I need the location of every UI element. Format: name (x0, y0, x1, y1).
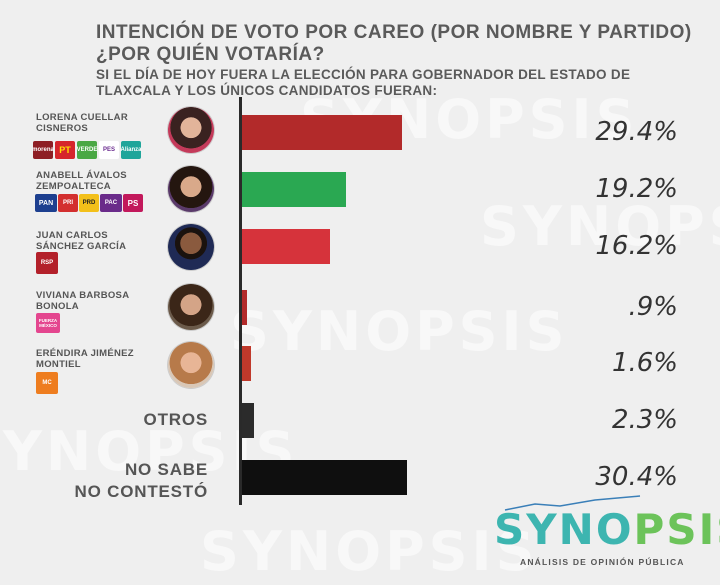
candidate-photo (168, 224, 214, 270)
bar (242, 172, 347, 207)
chart-question: ¿POR QUIÉN VOTARÍA? (96, 44, 325, 65)
party-logo-pes: PES (99, 141, 119, 159)
brand-tagline: ANÁLISIS DE OPINIÓN PÚBLICA (520, 557, 685, 567)
candidate-name: LORENA CUELLAR CISNEROS (36, 112, 128, 134)
category-label-line: NO CONTESTÓ (74, 482, 208, 501)
bar (242, 290, 247, 325)
party-logo-verde: VERDE (77, 141, 97, 159)
party-logo-mc: MC (36, 372, 58, 394)
bar (242, 403, 255, 438)
candidate-photo (168, 166, 214, 212)
party-logo-prd: PRD (79, 194, 99, 212)
chart-subtitle: SI EL DÍA DE HOY FUERA LA ELECCIÓN PARA … (96, 67, 631, 98)
candidate-name: ERÉNDIRA JIMÉNEZ MONTIEL (36, 348, 134, 370)
value-label: 2.3% (611, 405, 678, 435)
bar (242, 346, 251, 381)
candidate-name: JUAN CARLOS SÁNCHEZ GARCÍA (36, 230, 127, 252)
party-logo-pri: PRI (58, 194, 78, 212)
candidate-photo (168, 107, 214, 153)
bar (242, 115, 402, 150)
candidate-name: ANABELL ÁVALOS ZEMPOALTECA (36, 170, 127, 192)
candidate-photo (168, 342, 214, 388)
brand-logo: SYNOPSIS (494, 505, 720, 554)
party-logo-pt: PT (55, 141, 75, 159)
party-logo-morena: morena (32, 141, 54, 159)
value-label: 30.4% (595, 462, 678, 492)
candidate-name: VIVIANA BARBOSA BONOLA (36, 290, 129, 312)
bar (242, 460, 407, 495)
watermark: SYNOPSIS (230, 300, 569, 363)
party-logo-fuerza-mexico: FUERZA MÉXICO (36, 313, 60, 333)
bar (242, 229, 330, 264)
party-logo-pac: PAC (100, 194, 122, 212)
category-label-nosabe: NO SABE NO CONTESTÓ (75, 459, 208, 503)
candidate-photo (168, 284, 214, 330)
chart-title: INTENCIÓN DE VOTO POR CAREO (POR NOMBRE … (96, 22, 692, 43)
brand-logo-part: PSIS (633, 505, 720, 554)
value-label: .9% (628, 292, 678, 322)
party-logo-pan: PAN (35, 194, 57, 212)
value-label: 29.4% (595, 117, 678, 147)
brand-swoosh (504, 495, 641, 511)
category-label-otros: OTROS (143, 410, 208, 429)
value-label: 16.2% (595, 231, 678, 261)
category-label-line: NO SABE (124, 460, 208, 479)
party-logo-rsp: RSP (36, 252, 58, 274)
party-logo-alianza: Alianza (121, 141, 142, 159)
party-logo-ps: PS (123, 194, 143, 212)
chart-axis (239, 97, 242, 505)
value-label: 19.2% (595, 174, 678, 204)
watermark: SYNOPSIS (200, 520, 539, 583)
brand-logo-part: SYNO (494, 505, 634, 554)
value-label: 1.6% (611, 348, 678, 378)
